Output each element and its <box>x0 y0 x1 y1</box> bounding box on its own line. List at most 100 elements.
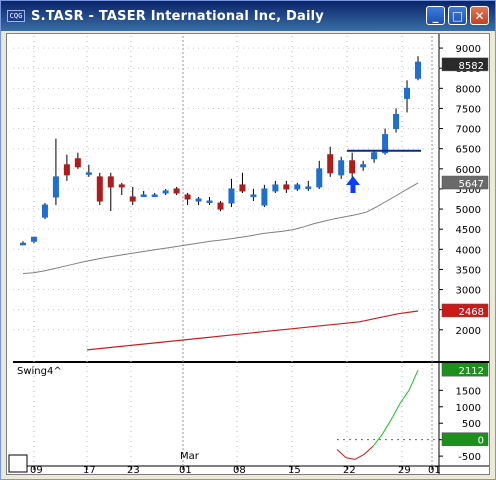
price-tick-label: 4500 <box>456 225 481 236</box>
last-price-label-bg <box>441 57 489 72</box>
candle-body <box>371 152 378 160</box>
swing-curve-segment <box>372 434 383 447</box>
date-tick-label: 23 <box>127 465 140 474</box>
grid <box>13 34 489 474</box>
candle-body <box>338 160 345 176</box>
price-tick-label: 4000 <box>456 245 481 256</box>
ma-value-label: 5647 <box>459 179 484 190</box>
candle-body <box>272 184 279 192</box>
swing-tick-label: 1500 <box>456 386 481 397</box>
price-tick-label: 5500 <box>456 185 481 196</box>
x-axis: 09 17 23 01 08 15 22 29 01 Mar <box>8 451 441 476</box>
moving-average-line <box>22 182 419 274</box>
window-controls: _ □ ✕ <box>426 6 489 25</box>
candle-body <box>85 172 92 175</box>
candle-body <box>404 87 411 99</box>
candle-body <box>41 204 48 218</box>
candle-body <box>415 61 421 79</box>
price-tick-label: 5000 <box>456 205 481 216</box>
candle-body <box>96 176 103 202</box>
swing-last-label: 2112 <box>459 366 484 377</box>
swing-tick-label: 500 <box>462 419 481 430</box>
up-arrow-shape <box>346 176 360 193</box>
title-bar[interactable]: CQG S.TASR - TASER International Inc, Da… <box>1 1 495 31</box>
date-tick-label: 29 <box>398 465 411 474</box>
red-line-value-label-bg <box>441 303 489 318</box>
last-price-label: 8582 <box>459 61 484 72</box>
price-tick-label: 6000 <box>456 165 481 176</box>
candle-body <box>30 236 37 242</box>
swing-curve-segment <box>354 454 365 460</box>
candle-body <box>63 164 70 176</box>
date-tick-label: 08 <box>233 465 246 474</box>
candle-body <box>173 188 180 194</box>
candle-body <box>261 188 268 206</box>
swing-curve-segment <box>390 403 401 421</box>
minimize-icon: _ <box>432 8 439 23</box>
candle-body <box>74 158 81 168</box>
swing-zero-label-bg <box>441 432 489 446</box>
close-button[interactable]: ✕ <box>470 6 489 25</box>
swing-curve-segment <box>345 457 356 460</box>
chart-svg: 9000850080007500700065006000550050004500… <box>8 34 489 476</box>
date-tick-label: 17 <box>83 465 96 474</box>
candle-body <box>228 188 235 204</box>
red-indicator-line <box>86 310 419 351</box>
red-line-value-label: 2468 <box>459 307 484 318</box>
candle-body <box>162 190 169 194</box>
candle-body <box>294 184 301 190</box>
up-arrow-icon <box>346 176 360 193</box>
ma-value-label-bg <box>441 175 489 190</box>
candle-body <box>327 154 334 174</box>
red-indicator-path <box>86 310 419 351</box>
swing-curve-segment <box>408 369 419 391</box>
price-tick-label: 9000 <box>456 44 481 55</box>
candle-body <box>206 200 213 204</box>
candle-body <box>151 194 158 197</box>
candle-body <box>140 194 147 197</box>
candle-body <box>52 176 59 198</box>
price-tick-label: 2000 <box>456 326 481 337</box>
price-scale: 9000850080007500700065006000550050004500… <box>13 44 481 337</box>
swing-curve-segment <box>399 390 410 404</box>
candle-body <box>184 194 191 200</box>
candle-body <box>195 198 202 202</box>
candle-body <box>250 194 257 197</box>
swing-last-label-bg <box>441 362 489 377</box>
moving-average-path <box>22 182 419 274</box>
candle-body <box>217 202 224 210</box>
swing-zero-label: 0 <box>478 436 484 447</box>
window-title: S.TASR - TASER International Inc, Daily <box>31 8 324 24</box>
candle-body <box>382 134 389 154</box>
candle-body <box>316 168 323 188</box>
date-tick-label: 22 <box>343 465 356 474</box>
maximize-icon: □ <box>451 8 464 23</box>
price-tick-label: 3500 <box>456 265 481 276</box>
price-tick-label: 7500 <box>456 104 481 115</box>
candle-body <box>20 242 26 246</box>
maximize-button[interactable]: □ <box>448 6 467 25</box>
swing-curve-segment <box>381 419 392 436</box>
date-tick-label: 09 <box>30 465 43 474</box>
app-icon: CQG <box>7 10 25 22</box>
candle-body <box>393 113 400 130</box>
chart-frame[interactable]: 9000850080007500700065006000550050004500… <box>6 33 490 476</box>
candle-body <box>305 186 312 189</box>
swing-tick-label: -500 <box>458 452 481 463</box>
minimize-button[interactable]: _ <box>426 6 445 25</box>
candle-body <box>360 164 367 168</box>
swing-curve-segment <box>363 445 374 455</box>
date-tick-label: 01 <box>179 465 192 474</box>
date-tick-label: 15 <box>288 465 301 474</box>
close-icon: ✕ <box>474 8 485 23</box>
candle-body <box>239 184 246 192</box>
corner-box <box>8 454 28 473</box>
price-tick-label: 8000 <box>456 84 481 95</box>
candle-body <box>107 176 114 188</box>
price-labels: 8582 5647 2468 <box>441 57 489 318</box>
candle-body <box>118 184 125 188</box>
candle-body <box>349 160 356 174</box>
swing-tick-label: 1000 <box>456 403 481 414</box>
